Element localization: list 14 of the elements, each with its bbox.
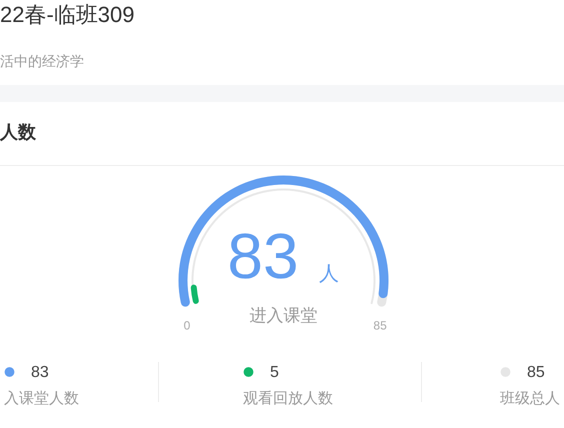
category-label: 入课堂人数 xyxy=(4,390,79,407)
data-label: 85 xyxy=(527,364,545,381)
text: 人 xyxy=(319,263,339,285)
category-label: 观看回放人数 xyxy=(243,390,333,407)
text: 活中的经济学 xyxy=(0,53,84,69)
text: 人数 xyxy=(0,122,37,142)
data-label: 5 xyxy=(270,364,279,381)
text: 22春-临班309 xyxy=(0,2,135,27)
data-label: 83 xyxy=(31,364,49,381)
text: 进入课堂 xyxy=(250,306,318,325)
category-label: 班级总人 xyxy=(500,390,560,407)
text: 85 xyxy=(373,318,388,332)
text: 83 xyxy=(227,220,299,292)
text: 0 xyxy=(184,318,191,332)
